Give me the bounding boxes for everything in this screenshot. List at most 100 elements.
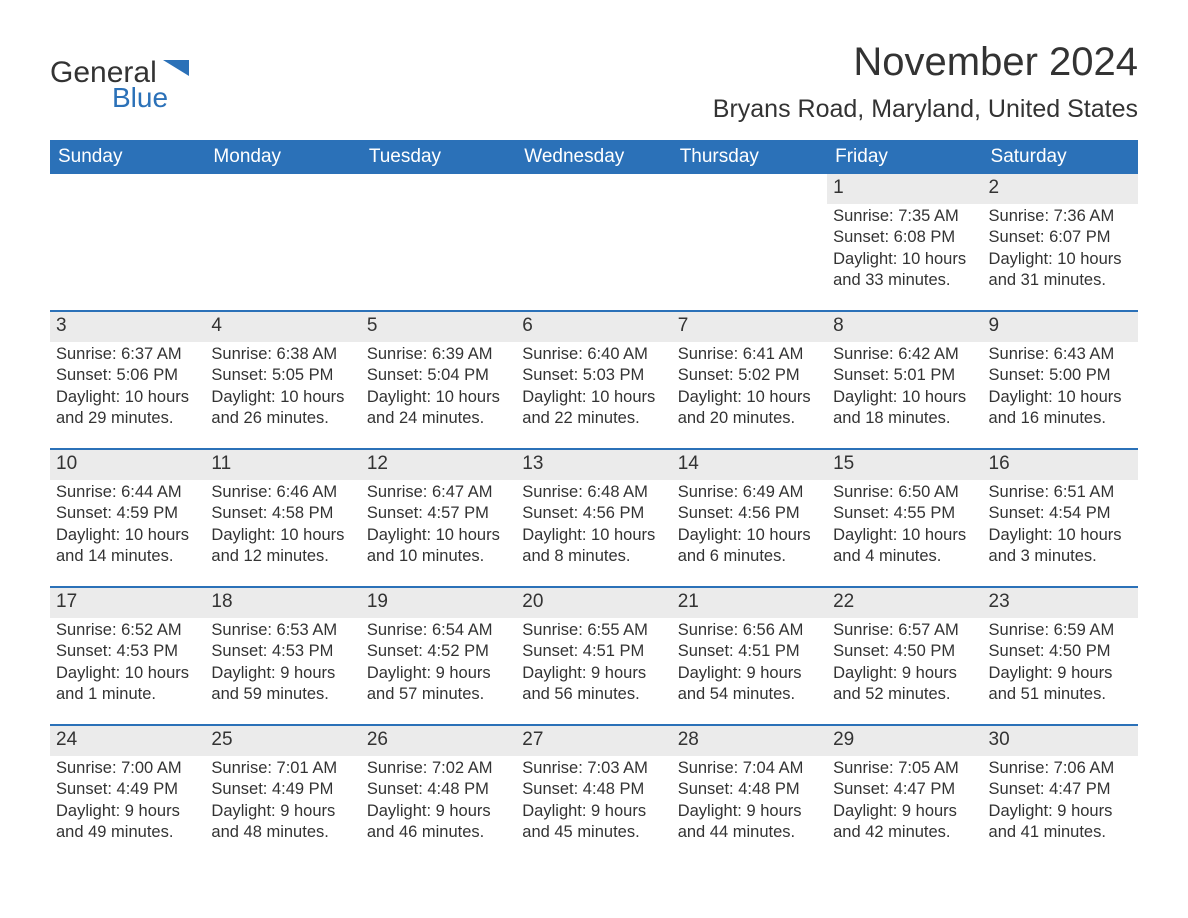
day-body: Sunrise: 6:44 AMSunset: 4:59 PMDaylight:…: [50, 480, 205, 572]
daylight-line: Daylight: 10 hours and 3 minutes.: [989, 525, 1132, 568]
day-body: Sunrise: 6:57 AMSunset: 4:50 PMDaylight:…: [827, 618, 982, 710]
sunset-line: Sunset: 5:02 PM: [678, 365, 821, 386]
sunrise-line: Sunrise: 6:39 AM: [367, 344, 510, 365]
sunset-line: Sunset: 4:51 PM: [678, 641, 821, 662]
sunset-line: Sunset: 4:57 PM: [367, 503, 510, 524]
daylight-line: Daylight: 10 hours and 24 minutes.: [367, 387, 510, 430]
day-body: Sunrise: 7:05 AMSunset: 4:47 PMDaylight:…: [827, 756, 982, 848]
day-body: Sunrise: 7:01 AMSunset: 4:49 PMDaylight:…: [205, 756, 360, 848]
daylight-line: Daylight: 10 hours and 18 minutes.: [833, 387, 976, 430]
day-number: 14: [672, 450, 827, 480]
sunrise-line: Sunrise: 6:59 AM: [989, 620, 1132, 641]
day-body: Sunrise: 7:00 AMSunset: 4:49 PMDaylight:…: [50, 756, 205, 848]
day-body: Sunrise: 6:46 AMSunset: 4:58 PMDaylight:…: [205, 480, 360, 572]
day-body: [516, 204, 671, 210]
daylight-line: Daylight: 9 hours and 52 minutes.: [833, 663, 976, 706]
day-cell: 4Sunrise: 6:38 AMSunset: 5:05 PMDaylight…: [205, 312, 360, 434]
day-number: 30: [983, 726, 1138, 756]
sunrise-line: Sunrise: 6:54 AM: [367, 620, 510, 641]
day-body: [361, 204, 516, 210]
day-body: Sunrise: 7:06 AMSunset: 4:47 PMDaylight:…: [983, 756, 1138, 848]
day-body: Sunrise: 6:53 AMSunset: 4:53 PMDaylight:…: [205, 618, 360, 710]
day-number: 17: [50, 588, 205, 618]
sunset-line: Sunset: 4:52 PM: [367, 641, 510, 662]
dow-friday: Friday: [827, 140, 982, 174]
day-body: Sunrise: 6:43 AMSunset: 5:00 PMDaylight:…: [983, 342, 1138, 434]
sunrise-line: Sunrise: 6:46 AM: [211, 482, 354, 503]
dow-saturday: Saturday: [983, 140, 1138, 174]
sunrise-line: Sunrise: 6:55 AM: [522, 620, 665, 641]
day-number: 8: [827, 312, 982, 342]
sunrise-line: Sunrise: 7:04 AM: [678, 758, 821, 779]
day-cell: 24Sunrise: 7:00 AMSunset: 4:49 PMDayligh…: [50, 726, 205, 848]
sunrise-line: Sunrise: 6:38 AM: [211, 344, 354, 365]
day-body: Sunrise: 7:03 AMSunset: 4:48 PMDaylight:…: [516, 756, 671, 848]
sunrise-line: Sunrise: 6:53 AM: [211, 620, 354, 641]
day-cell: 9Sunrise: 6:43 AMSunset: 5:00 PMDaylight…: [983, 312, 1138, 434]
daylight-line: Daylight: 9 hours and 54 minutes.: [678, 663, 821, 706]
day-cell: 14Sunrise: 6:49 AMSunset: 4:56 PMDayligh…: [672, 450, 827, 572]
sunrise-line: Sunrise: 6:48 AM: [522, 482, 665, 503]
day-body: Sunrise: 6:39 AMSunset: 5:04 PMDaylight:…: [361, 342, 516, 434]
sunrise-line: Sunrise: 6:43 AM: [989, 344, 1132, 365]
daylight-line: Daylight: 9 hours and 57 minutes.: [367, 663, 510, 706]
dow-monday: Monday: [205, 140, 360, 174]
day-body: Sunrise: 6:49 AMSunset: 4:56 PMDaylight:…: [672, 480, 827, 572]
daylight-line: Daylight: 10 hours and 12 minutes.: [211, 525, 354, 568]
sunrise-line: Sunrise: 6:56 AM: [678, 620, 821, 641]
day-cell: 30Sunrise: 7:06 AMSunset: 4:47 PMDayligh…: [983, 726, 1138, 848]
sunrise-line: Sunrise: 6:40 AM: [522, 344, 665, 365]
sunset-line: Sunset: 4:47 PM: [989, 779, 1132, 800]
day-number: 23: [983, 588, 1138, 618]
header: General Blue November 2024 Bryans Road, …: [50, 40, 1138, 124]
sunset-line: Sunset: 4:49 PM: [56, 779, 199, 800]
sunset-line: Sunset: 4:47 PM: [833, 779, 976, 800]
day-cell: [205, 174, 360, 296]
day-number: 18: [205, 588, 360, 618]
day-number: 24: [50, 726, 205, 756]
day-cell: 12Sunrise: 6:47 AMSunset: 4:57 PMDayligh…: [361, 450, 516, 572]
day-number: 22: [827, 588, 982, 618]
sunset-line: Sunset: 4:56 PM: [678, 503, 821, 524]
calendar: Sunday Monday Tuesday Wednesday Thursday…: [50, 140, 1138, 848]
day-cell: 17Sunrise: 6:52 AMSunset: 4:53 PMDayligh…: [50, 588, 205, 710]
day-cell: 18Sunrise: 6:53 AMSunset: 4:53 PMDayligh…: [205, 588, 360, 710]
title-block: November 2024 Bryans Road, Maryland, Uni…: [713, 40, 1138, 124]
day-number: 9: [983, 312, 1138, 342]
sunrise-line: Sunrise: 7:36 AM: [989, 206, 1132, 227]
sunset-line: Sunset: 4:53 PM: [56, 641, 199, 662]
day-cell: 25Sunrise: 7:01 AMSunset: 4:49 PMDayligh…: [205, 726, 360, 848]
sunrise-line: Sunrise: 7:02 AM: [367, 758, 510, 779]
day-cell: [516, 174, 671, 296]
sunset-line: Sunset: 4:48 PM: [522, 779, 665, 800]
day-cell: 11Sunrise: 6:46 AMSunset: 4:58 PMDayligh…: [205, 450, 360, 572]
sunset-line: Sunset: 5:06 PM: [56, 365, 199, 386]
sunset-line: Sunset: 6:07 PM: [989, 227, 1132, 248]
sunrise-line: Sunrise: 6:49 AM: [678, 482, 821, 503]
day-cell: 23Sunrise: 6:59 AMSunset: 4:50 PMDayligh…: [983, 588, 1138, 710]
day-cell: 3Sunrise: 6:37 AMSunset: 5:06 PMDaylight…: [50, 312, 205, 434]
day-body: Sunrise: 6:52 AMSunset: 4:53 PMDaylight:…: [50, 618, 205, 710]
daylight-line: Daylight: 9 hours and 44 minutes.: [678, 801, 821, 844]
week-row: 24Sunrise: 7:00 AMSunset: 4:49 PMDayligh…: [50, 724, 1138, 848]
sunset-line: Sunset: 4:53 PM: [211, 641, 354, 662]
week-row: 10Sunrise: 6:44 AMSunset: 4:59 PMDayligh…: [50, 448, 1138, 572]
dow-tuesday: Tuesday: [361, 140, 516, 174]
day-number: 20: [516, 588, 671, 618]
sunrise-line: Sunrise: 7:06 AM: [989, 758, 1132, 779]
day-body: Sunrise: 6:37 AMSunset: 5:06 PMDaylight:…: [50, 342, 205, 434]
day-number: 16: [983, 450, 1138, 480]
day-cell: 20Sunrise: 6:55 AMSunset: 4:51 PMDayligh…: [516, 588, 671, 710]
day-body: Sunrise: 6:55 AMSunset: 4:51 PMDaylight:…: [516, 618, 671, 710]
day-cell: 8Sunrise: 6:42 AMSunset: 5:01 PMDaylight…: [827, 312, 982, 434]
sunrise-line: Sunrise: 6:50 AM: [833, 482, 976, 503]
daylight-line: Daylight: 9 hours and 56 minutes.: [522, 663, 665, 706]
sunset-line: Sunset: 5:01 PM: [833, 365, 976, 386]
day-body: Sunrise: 6:54 AMSunset: 4:52 PMDaylight:…: [361, 618, 516, 710]
daylight-line: Daylight: 10 hours and 1 minute.: [56, 663, 199, 706]
dow-sunday: Sunday: [50, 140, 205, 174]
daylight-line: Daylight: 10 hours and 26 minutes.: [211, 387, 354, 430]
sunrise-line: Sunrise: 6:52 AM: [56, 620, 199, 641]
day-number: 6: [516, 312, 671, 342]
daylight-line: Daylight: 9 hours and 41 minutes.: [989, 801, 1132, 844]
